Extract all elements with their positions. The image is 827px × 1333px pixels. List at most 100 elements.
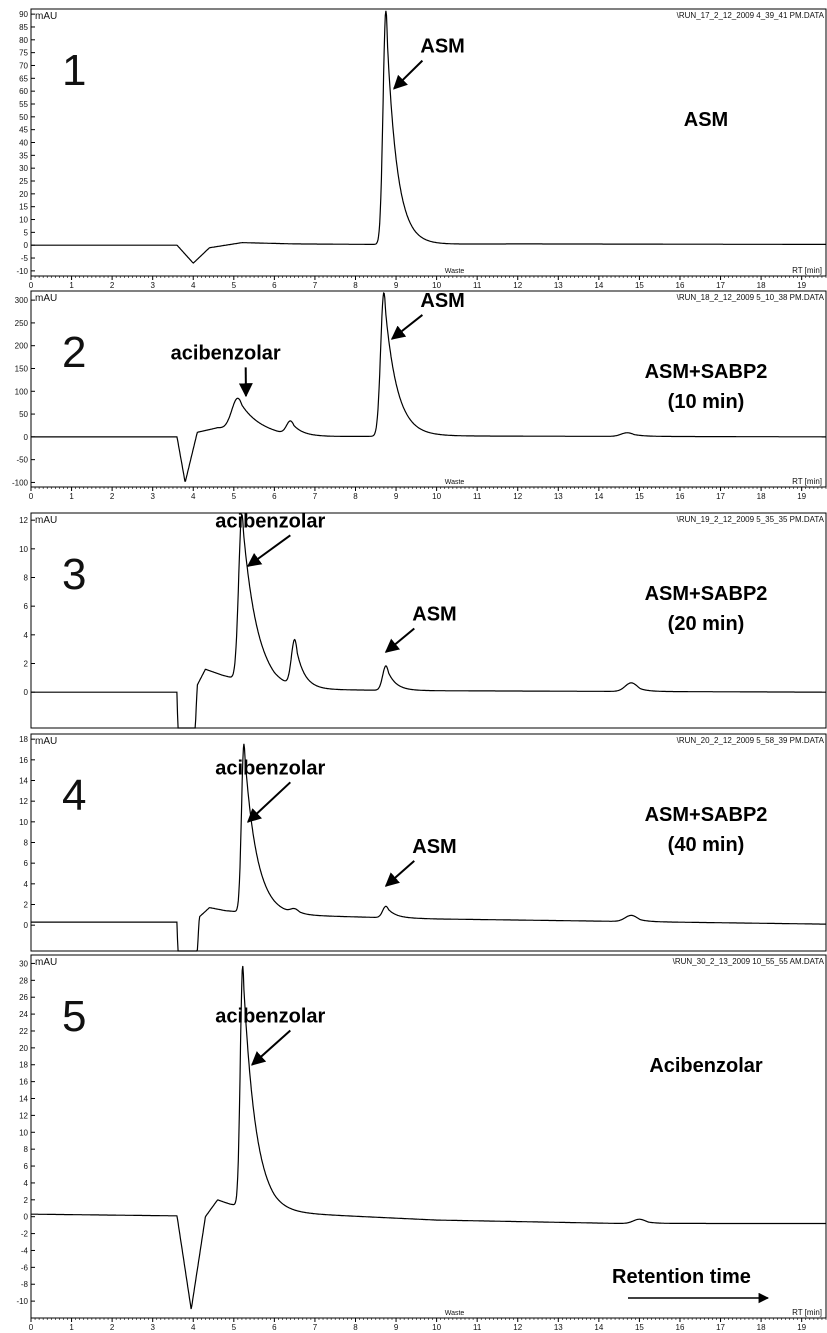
x-tick-label: 14 [594, 281, 603, 290]
x-tick-label: 13 [554, 492, 563, 501]
x-tick-label: 1 [69, 1323, 74, 1332]
y-tick-label: -4 [21, 1246, 29, 1255]
x-tick-label: 10 [432, 281, 441, 290]
x-tick-label: 5 [232, 492, 237, 501]
y-tick-label: 60 [19, 87, 28, 96]
retention-time-label: Retention time [612, 1266, 751, 1288]
chromatogram-trace [31, 965, 826, 1310]
x-tick-label: 16 [676, 492, 685, 501]
y-tick-label: 55 [19, 100, 28, 109]
x-tick-label: 2 [110, 1323, 115, 1332]
x-tick-label: 0 [29, 492, 34, 501]
y-tick-label: 8 [24, 574, 29, 583]
plot-frame [30, 512, 827, 729]
y-tick-label: 50 [19, 410, 28, 419]
y-tick-label: 200 [15, 342, 29, 351]
x-tick-label: 0 [29, 281, 34, 290]
x-tick-label: 5 [232, 281, 237, 290]
y-tick-label: 12 [19, 516, 28, 525]
y-tick-label: 2 [24, 660, 29, 669]
peak-arrow [393, 59, 424, 90]
x-tick-label: 8 [353, 281, 358, 290]
x-tick-label: 8 [353, 492, 358, 501]
x-tick-label: 4 [191, 492, 196, 501]
x-tick-label: 19 [797, 1323, 806, 1332]
condition-label: ASM [684, 109, 728, 131]
y-tick-label: 20 [19, 1044, 28, 1053]
y-unit-label: mAU [35, 11, 57, 22]
peak-label: acibenzolar [171, 342, 281, 364]
x-tick-label: 13 [554, 1323, 563, 1332]
y-tick-label: 4 [24, 631, 29, 640]
x-tick-label: 12 [513, 492, 522, 501]
x-tick-label: 7 [313, 281, 318, 290]
y-tick-label: 0 [24, 433, 29, 442]
peak-label: acibenzolar [215, 1006, 325, 1028]
y-tick-label: 24 [19, 1010, 28, 1019]
y-tick-label: 26 [19, 993, 28, 1002]
peak-label: ASM [412, 836, 456, 858]
y-tick-label: 300 [15, 296, 29, 305]
y-tick-label: 25 [19, 177, 28, 186]
y-tick-label: 90 [19, 10, 28, 19]
y-tick-label: 4 [24, 880, 29, 889]
peak-label: ASM [420, 36, 464, 58]
y-tick-label: 35 [19, 151, 28, 160]
x-tick-label: 4 [191, 281, 196, 290]
panel-number: 3 [62, 550, 86, 599]
x-tick-label: 7 [313, 1323, 318, 1332]
y-tick-label: 8 [24, 839, 29, 848]
x-tick-label: 15 [635, 281, 644, 290]
y-tick-label: 6 [24, 859, 29, 868]
x-tick-label: 10 [432, 492, 441, 501]
y-tick-label: 0 [24, 688, 29, 697]
chromatogram-trace [31, 513, 826, 729]
y-tick-label: -50 [16, 456, 28, 465]
y-unit-label: mAU [35, 515, 57, 526]
y-tick-label: 80 [19, 36, 28, 45]
x-tick-label: 15 [635, 1323, 644, 1332]
x-tick-label: 4 [191, 1323, 196, 1332]
detector-label: Waste [445, 1310, 465, 1317]
y-tick-label: -10 [16, 267, 28, 276]
y-tick-label: 14 [19, 1095, 28, 1104]
x-tick-label: 3 [150, 492, 155, 501]
x-tick-label: 19 [797, 492, 806, 501]
y-tick-label: 28 [19, 976, 28, 985]
peak-label: ASM [412, 604, 456, 626]
condition-label: ASM+SABP2 [645, 583, 768, 605]
x-tick-label: 18 [757, 281, 766, 290]
x-tick-label: 17 [716, 1323, 725, 1332]
file-label: \RUN_17_2_12_2009 4_39_41 PM.DATA [677, 11, 825, 20]
x-tick-label: 1 [69, 492, 74, 501]
y-unit-label: mAU [35, 957, 57, 968]
chart-panel-1: -10-505101520253035404550556065707580859… [16, 8, 827, 290]
x-tick-label: 18 [757, 1323, 766, 1332]
peak-arrow [390, 314, 424, 340]
x-axis-label: RT [min] [792, 1308, 822, 1317]
condition-label: ASM+SABP2 [645, 804, 768, 826]
x-tick-label: 12 [513, 1323, 522, 1332]
y-tick-label: 12 [19, 797, 28, 806]
y-unit-label: mAU [35, 736, 57, 747]
retention-time-group: Retention time [612, 1266, 770, 1304]
y-tick-label: 0 [24, 241, 29, 250]
x-tick-label: 17 [716, 492, 725, 501]
x-tick-label: 18 [757, 492, 766, 501]
x-tick-label: 7 [313, 492, 318, 501]
file-label: \RUN_18_2_12_2009 5_10_38 PM.DATA [677, 293, 825, 302]
condition-label: (40 min) [668, 834, 745, 856]
y-tick-label: 65 [19, 74, 28, 83]
x-tick-label: 14 [594, 1323, 603, 1332]
y-tick-label: 100 [15, 387, 29, 396]
peak-arrow [246, 781, 291, 823]
y-tick-label: 75 [19, 49, 28, 58]
y-tick-label: -5 [21, 254, 29, 263]
x-tick-label: 16 [676, 1323, 685, 1332]
y-tick-label: 14 [19, 777, 28, 786]
y-tick-label: 150 [15, 364, 29, 373]
y-tick-label: 0 [24, 1213, 29, 1222]
